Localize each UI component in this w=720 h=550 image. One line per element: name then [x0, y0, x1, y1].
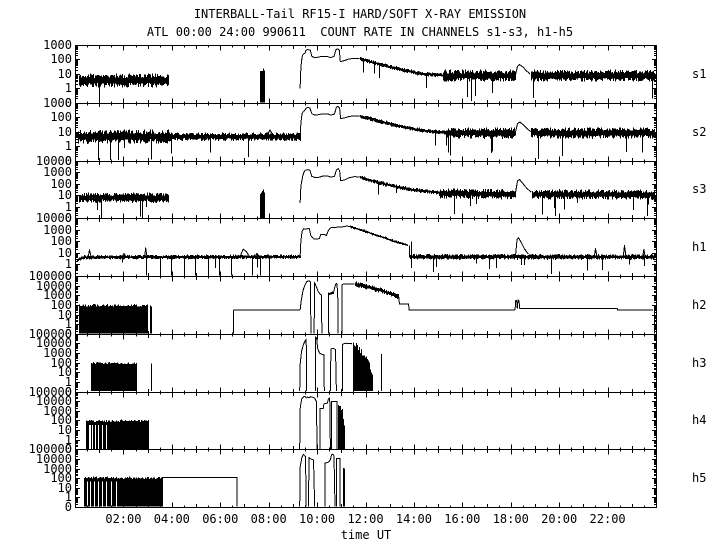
y-tick-label: 100	[50, 413, 72, 428]
y-tick-label: 10	[57, 365, 72, 380]
panel-label-s3: s3	[692, 182, 707, 197]
panel-label-h4: h4	[692, 413, 707, 428]
y-tick-label: 0	[64, 153, 72, 168]
y-tick-label: 0	[64, 211, 72, 226]
x-tick-label: 22:00	[589, 512, 626, 526]
y-tick-label: 1000	[43, 346, 72, 360]
y-tick-label: 10000	[35, 451, 72, 466]
y-tick-label: 1000	[43, 288, 72, 303]
y-tick-label: 100000	[28, 326, 72, 341]
x-axis-label: time UT	[340, 528, 392, 542]
x-tick-label: 18:00	[492, 512, 529, 526]
y-tick-label: 10000	[35, 278, 72, 293]
y-tick-label: 100000	[28, 269, 72, 283]
chart-subtitle: ATL 00:00 24:00 990611 COUNT RATE IN CHA…	[146, 25, 574, 39]
y-tick-label: 10	[57, 245, 72, 260]
x-tick-label: 10:00	[299, 512, 336, 526]
y-tick-label: 100	[50, 471, 72, 486]
y-tick-label: 1000	[43, 95, 72, 110]
y-tick-label: 100	[50, 297, 72, 312]
y-tick-label: 10	[57, 188, 72, 203]
y-tick-label: 100	[50, 176, 72, 191]
y-tick-label: 10	[57, 66, 72, 81]
x-tick-label: 20:00	[541, 512, 578, 526]
y-tick-label: 10000	[35, 336, 72, 351]
y-tick-label: 1000	[43, 461, 72, 476]
y-tick-label: 0	[64, 384, 72, 399]
y-tick-label: 1	[64, 317, 72, 332]
y-tick-label: 100000	[28, 384, 72, 399]
y-tick-label: 100000	[28, 442, 72, 457]
x-tick-label: 14:00	[395, 512, 432, 526]
y-tick-label: 1	[64, 199, 72, 214]
panel-label-h2: h2	[692, 297, 707, 312]
y-tick-label: 0	[64, 269, 72, 283]
y-tick-label: 1	[64, 490, 72, 505]
y-tick-label: 100	[50, 110, 72, 125]
y-tick-label: 1000	[43, 222, 72, 237]
x-tick-label: 02:00	[105, 512, 142, 526]
panel-label-h5: h5	[692, 471, 707, 486]
y-tick-label: 1000	[43, 165, 72, 180]
x-tick-label: 06:00	[202, 512, 239, 526]
y-tick-label: 1	[64, 257, 72, 272]
y-tick-label: 1	[64, 374, 72, 389]
chart-title: INTERBALL-Tail RF15-I HARD/SOFT X-RAY EM…	[193, 7, 527, 21]
y-tick-label: 1000	[43, 38, 72, 52]
y-tick-label: 100	[50, 355, 72, 370]
y-tick-label: 0	[64, 500, 72, 514]
x-tick-label: 12:00	[347, 512, 384, 526]
panel-label-s2: s2	[692, 124, 707, 139]
y-tick-label: 10	[57, 124, 72, 139]
y-tick-label: 1	[64, 139, 72, 154]
y-tick-label: 0	[64, 95, 72, 110]
y-tick-label: 100	[50, 52, 72, 67]
y-tick-label: 10	[57, 480, 72, 495]
y-tick-label: 10000	[35, 211, 72, 226]
y-tick-label: 10	[57, 307, 72, 322]
x-tick-label: 08:00	[250, 512, 287, 526]
y-tick-label: 10000	[35, 394, 72, 409]
x-tick-label: 04:00	[153, 512, 190, 526]
panel-label-h1: h1	[692, 240, 707, 255]
y-tick-label: 0	[64, 442, 72, 457]
panel-label-s1: s1	[692, 66, 707, 81]
y-tick-label: 10000	[35, 153, 72, 168]
y-tick-label: 1000	[43, 403, 72, 418]
y-tick-label: 1	[64, 432, 72, 447]
y-tick-label: 10	[57, 423, 72, 437]
x-tick-label: 16:00	[444, 512, 481, 526]
panel-label-h3: h3	[692, 355, 707, 370]
y-tick-label: 0	[64, 326, 72, 341]
y-tick-label: 1	[64, 81, 72, 96]
y-tick-label: 100	[50, 234, 72, 249]
